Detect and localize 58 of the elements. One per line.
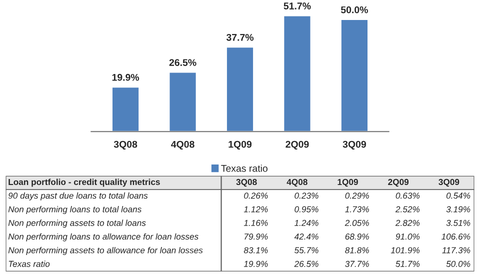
category-label: Non performing loans to total loans bbox=[8, 206, 142, 214]
text: 106.6% bbox=[442, 234, 470, 240]
x-tick-label: 2Q09 bbox=[286, 140, 309, 150]
text: 101.9% bbox=[390, 247, 420, 254]
text: 79.9% bbox=[244, 234, 268, 240]
text: 83.1% bbox=[244, 247, 268, 254]
text: 0.26% bbox=[244, 192, 268, 199]
bar bbox=[282, 14, 312, 132]
x-tick-label: 3Q08 bbox=[114, 140, 138, 150]
bar bbox=[340, 18, 369, 132]
text: 37.7% bbox=[345, 260, 369, 267]
legend-label: Texas ratio bbox=[221, 164, 268, 172]
data-label: 37.7% bbox=[226, 34, 254, 41]
category-label: 4Q08 bbox=[286, 178, 308, 187]
text: 0.23% bbox=[294, 192, 318, 199]
text: 55.7% bbox=[294, 247, 318, 254]
category-label: Non performing loans to allowance for loan losses bbox=[8, 233, 198, 242]
x-tick-label: 1Q09 bbox=[228, 140, 252, 150]
category-label: Texas ratio bbox=[8, 260, 50, 267]
text: 0.29% bbox=[345, 192, 369, 199]
text: 50.0% bbox=[446, 260, 470, 267]
text: 51.7% bbox=[396, 260, 420, 267]
category-label: Non performing assets to allowance for loan losses bbox=[8, 246, 203, 255]
text: 0.54% bbox=[446, 192, 470, 199]
text: 68.9% bbox=[345, 234, 369, 240]
text: 2.52% bbox=[395, 206, 420, 212]
text: 1.12% bbox=[244, 206, 268, 212]
text: 19.9% bbox=[244, 260, 268, 267]
category-label: 90 days past due loans to total loans bbox=[8, 192, 148, 200]
category-label: 2Q09 bbox=[388, 178, 409, 187]
bar bbox=[168, 71, 198, 132]
bar bbox=[226, 46, 254, 132]
text: 1.73% bbox=[345, 206, 369, 212]
text: 42.4% bbox=[294, 234, 318, 240]
text: 26.5% bbox=[294, 260, 318, 267]
text: 0.63% bbox=[396, 192, 420, 199]
text: 81.8% bbox=[345, 247, 369, 254]
data-label: 26.5% bbox=[169, 59, 196, 66]
data-label: 50.0% bbox=[340, 6, 368, 14]
category-label: Non performing assets to total loans bbox=[8, 220, 146, 228]
text: 117.3% bbox=[442, 247, 470, 254]
category-label: 3Q09 bbox=[438, 178, 460, 187]
text: 1.24% bbox=[294, 220, 318, 226]
bar bbox=[111, 86, 140, 132]
text: 3.19% bbox=[446, 206, 470, 212]
x-tick-label: 3Q09 bbox=[342, 140, 366, 150]
text: 2.82% bbox=[395, 220, 420, 226]
text: 0.95% bbox=[294, 206, 318, 212]
text: Loan portfolio - credit quality metrics bbox=[8, 178, 160, 187]
category-label: 3Q08 bbox=[236, 178, 257, 187]
text: 2.05% bbox=[344, 220, 369, 226]
category-label: 1Q09 bbox=[338, 178, 358, 187]
text: 91.0% bbox=[396, 234, 420, 240]
data-label: 51.7% bbox=[284, 2, 311, 10]
text: 3.51% bbox=[446, 220, 470, 226]
x-tick-label: 4Q08 bbox=[171, 140, 194, 150]
text: 1.16% bbox=[244, 220, 268, 226]
data-label: 19.9% bbox=[112, 74, 140, 81]
